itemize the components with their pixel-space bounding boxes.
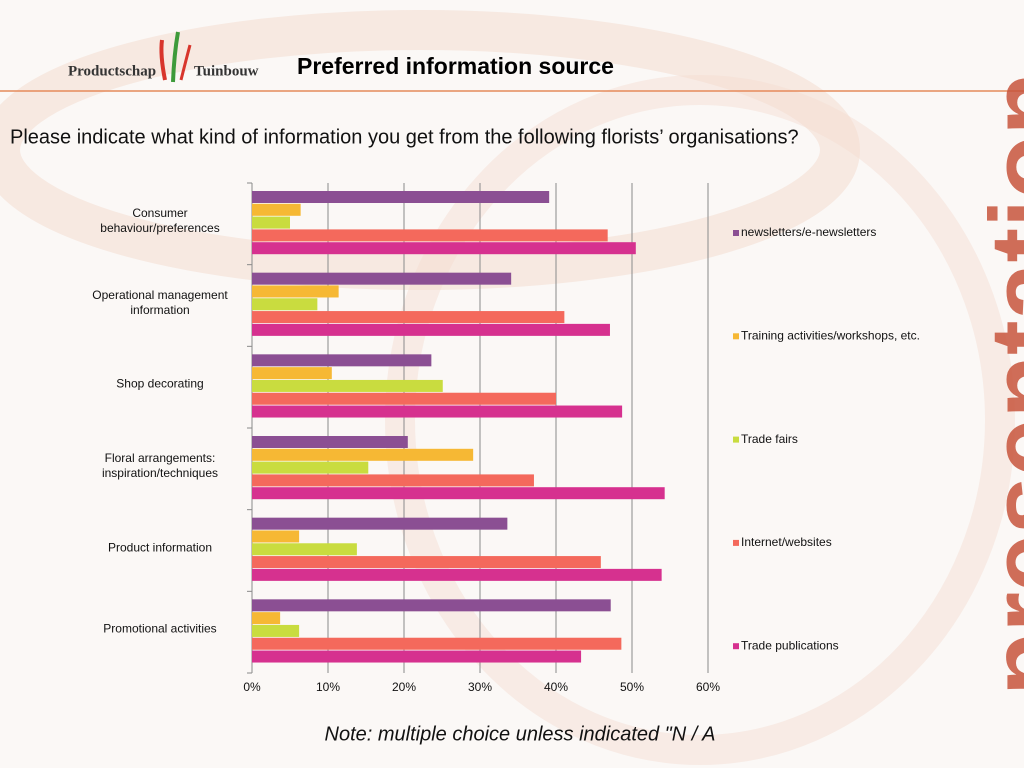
background-swirl	[385, 75, 1015, 765]
slide-title: Preferred information source	[297, 53, 614, 79]
logo-text: Productschap	[68, 63, 156, 79]
y-tick-label: Promotional activities	[103, 621, 217, 636]
bar	[252, 323, 610, 336]
legend-label: Internet/websites	[741, 535, 832, 549]
bar	[252, 191, 550, 203]
bar	[252, 474, 534, 487]
x-tick-label: 10%	[316, 680, 340, 694]
bar	[252, 354, 432, 367]
background-swirl	[0, 10, 860, 290]
legend-swatch	[733, 436, 739, 443]
bar	[252, 203, 301, 216]
logo-stalk	[159, 39, 167, 81]
x-tick-label: 60%	[696, 680, 720, 694]
bar	[252, 517, 508, 530]
bar	[252, 612, 281, 625]
y-tick-label: Shop decorating	[116, 376, 204, 391]
legend-swatch	[733, 230, 739, 236]
y-tick-label: Product information	[107, 540, 213, 554]
x-tick-label: 50%	[620, 680, 644, 694]
logo	[159, 31, 192, 83]
x-tick-label: 40%	[544, 680, 568, 694]
bar	[252, 624, 300, 637]
x-tick-label: 0%	[243, 680, 261, 694]
legend-label: Trade fairs	[741, 432, 798, 446]
bar	[252, 461, 369, 474]
logo-text: Tuinbouw	[194, 63, 259, 79]
bar	[252, 379, 443, 392]
bar	[252, 487, 665, 500]
bar	[252, 568, 662, 581]
watermark: presentation	[969, 72, 1024, 696]
y-tick-label: Consumer behaviour/preferences	[100, 205, 220, 235]
legend-label: Training activities/workshops, etc.	[741, 328, 920, 342]
legend-swatch	[733, 643, 739, 650]
legend-label: Trade publications	[741, 638, 839, 652]
bar	[252, 448, 474, 461]
bar	[252, 272, 512, 285]
bar	[252, 405, 623, 418]
bar	[252, 367, 332, 380]
bar	[252, 298, 318, 311]
bar	[252, 436, 408, 448]
bar	[252, 216, 290, 229]
legend-swatch	[733, 539, 739, 546]
y-tick-label: Operational management information	[92, 287, 228, 317]
logo-stalk	[179, 44, 192, 81]
logo-stalk	[171, 31, 180, 83]
bar	[252, 311, 565, 324]
legend-label: newsletters/e-newsletters	[741, 225, 876, 239]
bar	[252, 392, 556, 405]
bar	[252, 530, 300, 543]
question: Please indicate what kind of information…	[10, 126, 799, 148]
bar	[252, 285, 339, 298]
bar	[252, 543, 357, 556]
bar	[252, 637, 622, 650]
bar	[252, 229, 608, 242]
bar	[252, 599, 611, 612]
x-tick-label: 30%	[468, 680, 492, 694]
legend-swatch	[733, 333, 739, 340]
bar	[252, 650, 582, 663]
bar	[252, 556, 601, 569]
note: Note: multiple choice unless indicated "…	[325, 723, 716, 745]
y-tick-label: Floral arrangements: inspiration/techniq…	[101, 450, 219, 480]
x-tick-label: 20%	[392, 680, 416, 694]
bar	[252, 242, 636, 255]
